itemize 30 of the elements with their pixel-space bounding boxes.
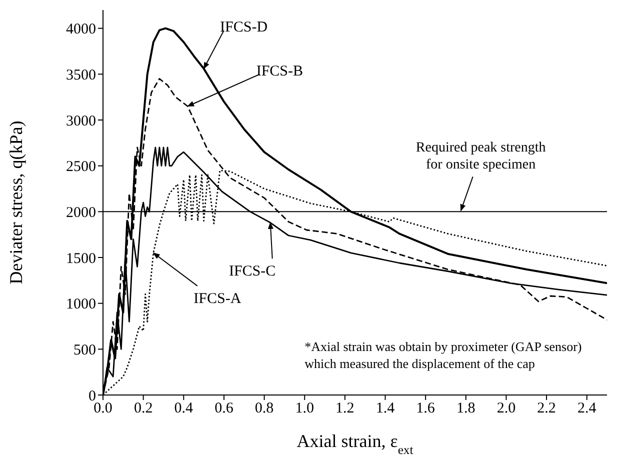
ref-line-label: Required peak strength for onsite specimen bbox=[416, 140, 546, 173]
x-tick-label: 1.2 bbox=[336, 400, 354, 417]
annotation: IFCS-B bbox=[256, 63, 304, 80]
y-tick-label: 1500 bbox=[66, 250, 96, 267]
x-tick-label: 0.0 bbox=[94, 400, 112, 417]
x-tick-label: 2.0 bbox=[496, 400, 516, 417]
x-tick-label: 2.4 bbox=[577, 400, 597, 417]
x-tick-label: 0.4 bbox=[174, 400, 194, 417]
x-tick-label: 0.6 bbox=[214, 400, 234, 417]
y-tick-label: 500 bbox=[74, 342, 96, 358]
y-tick-label: 3500 bbox=[66, 67, 96, 84]
x-tick-label: 1.8 bbox=[456, 400, 476, 417]
annotation: IFCS-C bbox=[228, 264, 276, 280]
annotation: IFCS-D bbox=[220, 20, 268, 36]
x-tick-label: 1.0 bbox=[295, 400, 314, 417]
y-tick-label: 2500 bbox=[66, 159, 96, 176]
y-tick-label: 0 bbox=[88, 388, 96, 404]
annotation: IFCS-A bbox=[194, 290, 242, 307]
x-tick-label: 1.6 bbox=[416, 400, 436, 417]
x-tick-label: 2.2 bbox=[537, 400, 556, 417]
y-tick-label: 3000 bbox=[66, 113, 96, 130]
x-tick-label: 1.4 bbox=[376, 400, 396, 417]
x-tick-label: 0.2 bbox=[134, 400, 153, 417]
y-tick-label: 4000 bbox=[66, 22, 96, 38]
y-axis-title: Deviater stress, q(kPa) bbox=[6, 120, 26, 284]
x-tick-label: 0.8 bbox=[254, 400, 274, 417]
x-axis-title: Axial strain, ε$_{ext}$ bbox=[296, 431, 414, 457]
annotation: *Axial strain was obtain by proximeter (GAP sensor) which measured the displacement of the cap bbox=[304, 339, 582, 371]
y-tick-label: 2000 bbox=[66, 204, 96, 221]
y-tick-label: 1000 bbox=[66, 296, 96, 313]
